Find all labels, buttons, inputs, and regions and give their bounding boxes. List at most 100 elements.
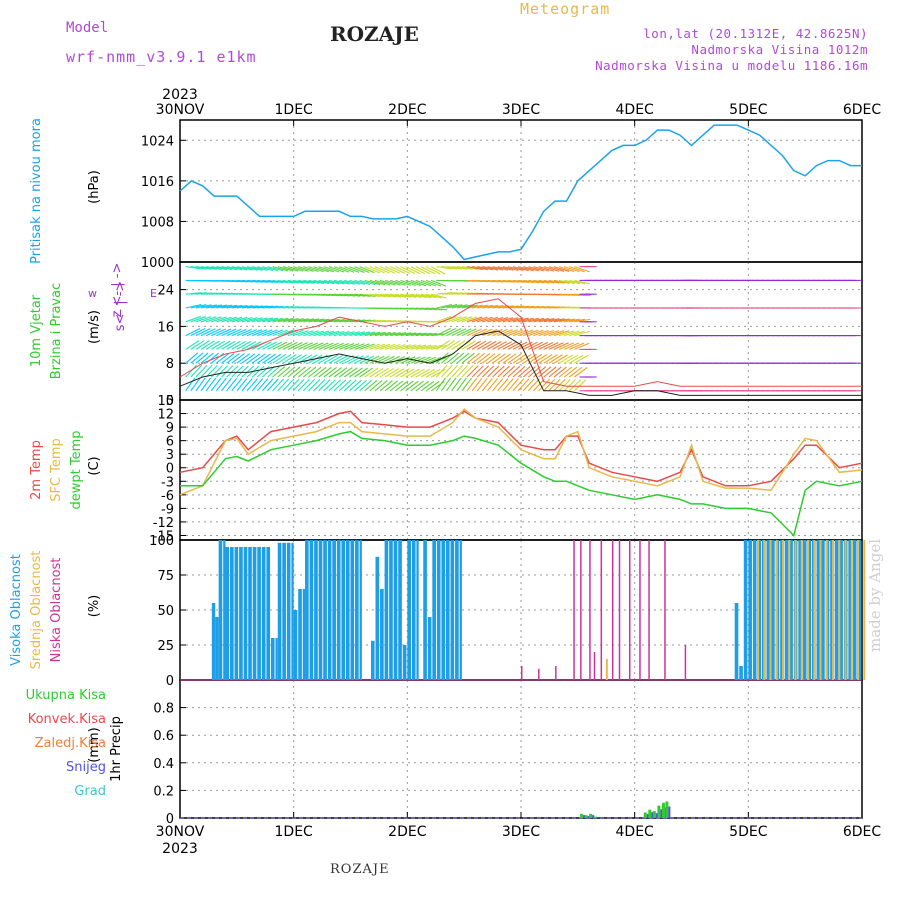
wind-arrow <box>226 316 243 323</box>
y-tick-label: 0 <box>166 394 174 409</box>
wind-arrow <box>436 266 453 270</box>
wind-arrow <box>400 344 417 350</box>
wind-arrow <box>400 332 417 337</box>
y-tick-label: 25 <box>157 639 174 654</box>
wind-arrow <box>308 279 325 285</box>
wind-arrow <box>425 266 441 275</box>
wind-arrow <box>564 266 580 273</box>
wind-arrow <box>287 266 304 272</box>
wind-arrow <box>364 279 381 286</box>
wind-arrow <box>185 315 201 323</box>
wind-arrow <box>297 378 310 392</box>
wind-arrow <box>569 279 586 285</box>
x-tick-label: 6DEC <box>843 102 882 118</box>
wind-arrow <box>313 342 329 350</box>
wind-arrow <box>415 380 430 392</box>
wind-arrow <box>410 356 426 364</box>
x-tick-label: 2DEC <box>388 824 427 840</box>
wind-arrow <box>221 304 238 309</box>
high-cloud-bar <box>302 589 306 680</box>
wind-arrow <box>476 353 491 364</box>
wind-arrow <box>267 305 284 309</box>
high-cloud-bar <box>248 547 252 680</box>
low-cloud-bar <box>600 540 603 680</box>
wind-arrow <box>348 379 362 392</box>
precip-bar <box>665 801 669 818</box>
wind-arrow <box>302 366 317 378</box>
mid-cloud-bar <box>769 540 772 680</box>
high-cloud-bar <box>798 540 802 680</box>
wind-arrow <box>543 354 558 364</box>
wind-arrow <box>374 293 391 298</box>
wind-arrow <box>302 379 315 392</box>
wind-arrow <box>236 378 248 392</box>
wind-arrow <box>241 378 253 392</box>
high-cloud-bar <box>266 547 271 680</box>
wind-arrow <box>548 279 565 284</box>
high-cloud-bar <box>423 540 427 680</box>
wind-arrow <box>553 342 569 350</box>
wind-arrow <box>497 341 512 350</box>
wind-arrow <box>246 329 263 337</box>
wind-arrow <box>507 266 524 271</box>
wind-arrow <box>231 378 243 392</box>
wind-arrow <box>298 318 315 323</box>
precip-bar <box>593 816 597 818</box>
high-cloud-bar <box>816 540 821 680</box>
wind-arrow <box>533 341 549 350</box>
wind-arrow <box>415 344 432 350</box>
wind-arrow <box>523 341 538 350</box>
wind-arrow <box>374 331 391 337</box>
wind-arrow <box>543 366 557 378</box>
wind-arrow <box>200 328 216 337</box>
wind-arrow <box>379 380 393 392</box>
wind-arrow <box>379 343 396 350</box>
wind-arrow <box>466 328 482 337</box>
wind-arrow <box>415 279 432 287</box>
wind-arrow <box>395 380 409 392</box>
wind-speed-line <box>179 330 862 396</box>
wind-arrow <box>267 317 284 323</box>
wind-arrow <box>502 329 518 337</box>
wind-arrow <box>333 266 350 273</box>
high-cloud-bar <box>445 540 450 680</box>
y-tick-label: -12 <box>153 516 174 531</box>
wind-arrow <box>420 279 437 287</box>
wind-arrow <box>185 364 197 378</box>
wind-arrow <box>354 367 369 378</box>
wind-arrow <box>210 377 222 392</box>
wind-arrow <box>267 329 283 337</box>
wind-arrow <box>420 344 437 350</box>
high-cloud-bar <box>239 547 243 680</box>
wind-arrow <box>313 379 326 392</box>
wind-arrow <box>200 316 217 323</box>
wind-arrow <box>323 279 340 285</box>
wind-arrow <box>533 317 550 323</box>
precip-legend-item: Zaledj.Kisa <box>35 736 106 751</box>
wind-arrow <box>364 266 380 274</box>
wind-arrow <box>563 342 580 350</box>
wind-arrow <box>477 266 494 271</box>
wind-arrow <box>293 279 309 284</box>
wind-arrow <box>241 329 257 337</box>
wind-arrow <box>333 279 350 285</box>
wind-arrow <box>471 328 487 337</box>
model-altitude: Nadmorska Visina u modelu 1186.16m <box>595 58 868 73</box>
wind-arrow <box>441 340 456 350</box>
wind-arrow <box>405 368 420 378</box>
low-cloud-label: Niska Oblacnost <box>49 558 64 663</box>
wind-arrow <box>390 266 406 274</box>
temp-2m-line <box>179 410 863 487</box>
high-cloud-bar <box>436 540 441 680</box>
wind-arrow <box>436 340 450 350</box>
y-tick-label: -6 <box>161 489 174 504</box>
wind-arrow <box>236 316 253 323</box>
wind-arrow <box>236 328 252 337</box>
wind-arrow <box>446 352 460 364</box>
wind-arrow <box>461 340 476 350</box>
wind-arrow <box>215 377 227 392</box>
precip-bar <box>584 815 588 818</box>
wind-arrow <box>308 318 325 323</box>
wind-arrow <box>569 266 585 273</box>
high-cloud-bar <box>402 645 407 680</box>
